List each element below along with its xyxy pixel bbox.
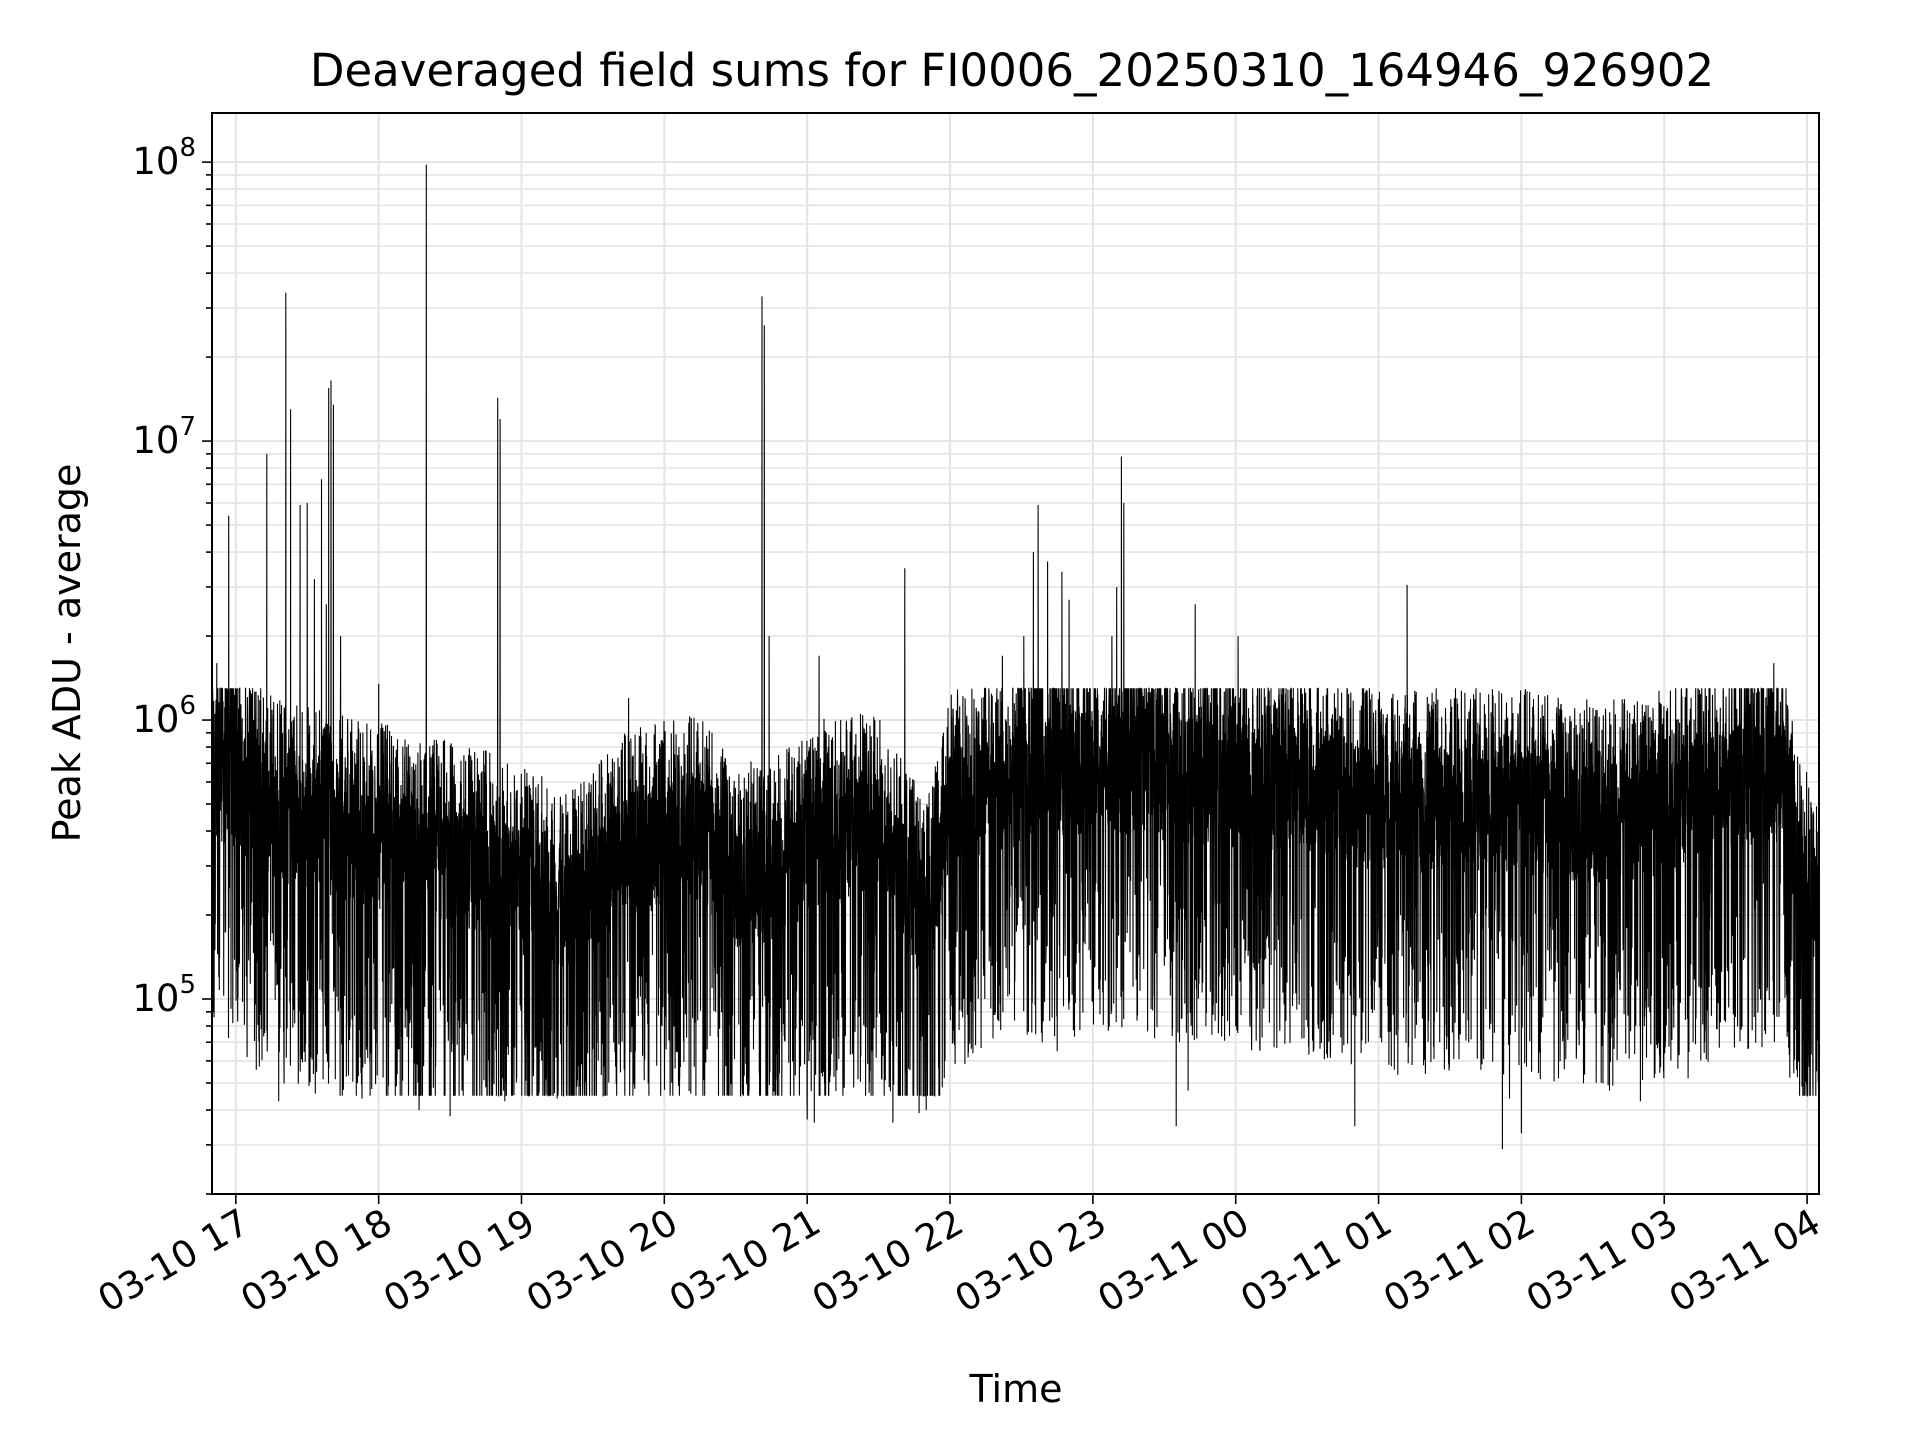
x-axis-label: Time bbox=[969, 1367, 1063, 1411]
y-tick-label: 107 bbox=[132, 412, 196, 462]
y-tick-label: 106 bbox=[132, 691, 196, 741]
series-line bbox=[211, 164, 1820, 1150]
chart-title: Deaveraged field sums for FI0006_2025031… bbox=[310, 44, 1714, 97]
plot-area bbox=[211, 164, 1820, 1150]
y-axis: 105 106 107 108 bbox=[132, 133, 212, 1195]
y-axis-label: Peak ADU - average bbox=[45, 464, 89, 843]
y-tick-label: 108 bbox=[132, 133, 196, 183]
y-tick-label: 105 bbox=[132, 970, 196, 1020]
plot-frame bbox=[211, 112, 1820, 1195]
